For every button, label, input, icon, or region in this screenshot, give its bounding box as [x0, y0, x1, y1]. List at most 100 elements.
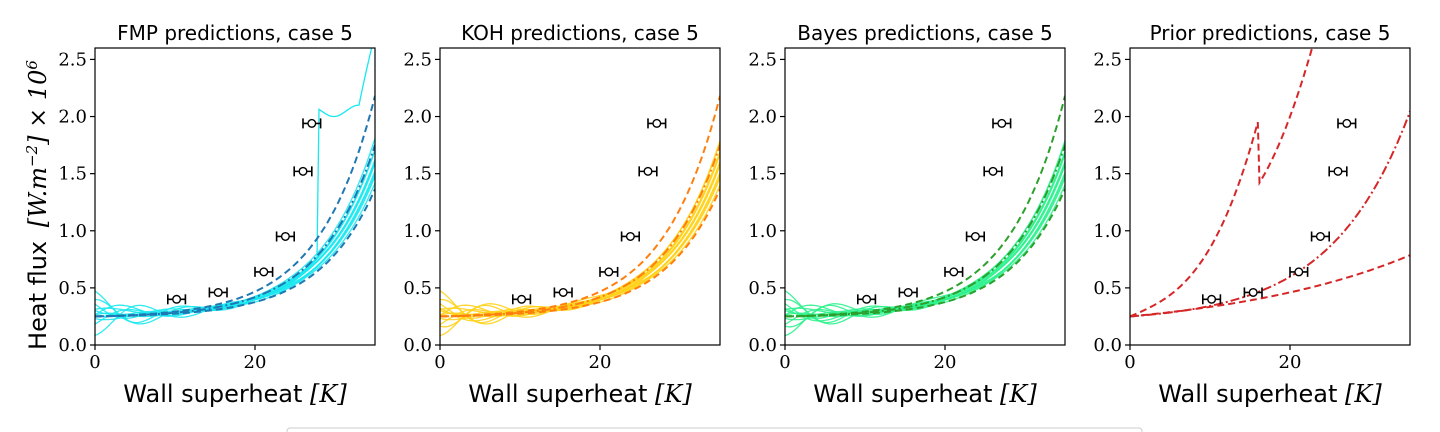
observation-point — [1337, 118, 1357, 129]
observation-point — [511, 294, 532, 305]
y-tick-label: 0.5 — [748, 278, 777, 299]
lower-bound-line — [440, 188, 720, 318]
observation-marker — [862, 294, 872, 304]
y-tick-label: 2.0 — [1093, 107, 1122, 128]
observation-point — [983, 166, 1003, 177]
y-tick-label: 1.0 — [748, 221, 777, 242]
y-tick-label: 2.0 — [748, 107, 777, 128]
observation-point — [293, 166, 313, 177]
lower-bound-line — [95, 188, 375, 318]
observation-point — [992, 118, 1012, 129]
plot-area — [440, 95, 720, 337]
sample-curve — [785, 163, 1065, 337]
observation-marker — [949, 267, 959, 277]
x-tick-label: 20 — [934, 352, 957, 373]
observation-marker — [604, 267, 614, 277]
y-tick-label: 0.5 — [1093, 278, 1122, 299]
observation-marker — [558, 287, 568, 297]
y-tick-label: 1.5 — [1093, 164, 1122, 185]
y-tick-label: 1.0 — [1093, 221, 1122, 242]
prior-upper-line — [1130, 48, 1314, 318]
observation-marker — [625, 231, 635, 241]
y-tick-label: 0.5 — [403, 278, 432, 299]
sample-curve — [95, 163, 375, 325]
observation-point — [620, 231, 641, 242]
x-tick-label: 0 — [89, 352, 100, 373]
prior-mean-line — [1130, 111, 1410, 318]
sample-curve — [785, 174, 1065, 319]
sample-curve — [785, 177, 1065, 316]
observation-point — [1202, 294, 1222, 305]
observation-point — [599, 266, 619, 277]
sample-curve — [440, 154, 720, 322]
y-tick-label: 1.5 — [58, 164, 87, 185]
observation-point — [856, 294, 877, 305]
observation-point — [898, 287, 918, 298]
panel-title: FMP predictions, case 5 — [117, 21, 353, 45]
y-tick-label: 0.0 — [58, 335, 87, 356]
sample-curve — [785, 154, 1065, 322]
observation-marker — [643, 166, 653, 176]
observation-point — [647, 118, 667, 129]
observation-point — [167, 294, 187, 305]
observation-marker — [259, 267, 269, 277]
observation-point — [1243, 287, 1263, 298]
mean-line — [785, 144, 1065, 318]
upper-bound-line — [95, 95, 375, 318]
legend-box — [286, 427, 1143, 432]
observation-point — [275, 231, 296, 242]
x-axis-label: Wall superheat [K] — [1158, 380, 1382, 408]
y-tick-label: 1.5 — [748, 164, 777, 185]
observation-marker — [1294, 267, 1304, 277]
sample-curve — [440, 177, 720, 316]
y-tick-label: 2.5 — [58, 49, 87, 70]
observation-marker — [1315, 231, 1325, 241]
lower-bound-line — [785, 188, 1065, 318]
observation-marker — [172, 294, 182, 304]
mean-line — [95, 144, 375, 318]
observation-point — [965, 231, 986, 242]
sample-curve — [95, 150, 375, 325]
observation-marker — [213, 287, 223, 297]
panel-2: KOH predictions, case 5 0.0 0.5 1.0 1.5 2.0 2.… — [403, 21, 721, 408]
x-axis-label: Wall superheat [K] — [813, 380, 1037, 408]
x-axis-label: Wall superheat [K] — [468, 380, 692, 408]
panel-1: FMP predictions, case 5 0.0 0.5 1.0 1.5 2.0 2.… — [58, 21, 376, 408]
panel-3: Bayes predictions, case 5 0.0 0.5 1.0 1.5 2.0… — [748, 21, 1066, 408]
sample-curve — [95, 48, 373, 318]
y-tick-label: 1.5 — [403, 164, 432, 185]
upper-bound-line — [440, 95, 720, 318]
sample-curve — [95, 138, 375, 315]
x-tick-label: 20 — [244, 352, 267, 373]
observation-point — [254, 266, 274, 277]
axes-frame — [1129, 47, 1411, 346]
observation-marker — [1207, 294, 1217, 304]
y-tick-label: 2.0 — [403, 107, 432, 128]
x-axis-label: Wall superheat [K] — [123, 380, 347, 408]
sample-curve — [95, 173, 375, 319]
x-tick-label: 20 — [1279, 352, 1302, 373]
observation-marker — [988, 166, 998, 176]
y-tick-label: 0.0 — [1093, 335, 1122, 356]
observation-marker — [307, 118, 317, 128]
y-tick-label: 2.5 — [403, 49, 432, 70]
sample-curve — [440, 174, 720, 319]
panel-title: Bayes predictions, case 5 — [797, 21, 1052, 45]
sample-curve — [440, 140, 720, 315]
mean-line — [440, 144, 720, 318]
observation-point — [944, 266, 964, 277]
x-tick-label: 20 — [589, 352, 612, 373]
sample-curve — [95, 176, 375, 316]
upper-bound-line — [785, 95, 1065, 318]
observation-marker — [1333, 166, 1343, 176]
plot-area — [785, 95, 1065, 337]
x-tick-label: 0 — [434, 352, 445, 373]
observation-point — [1289, 266, 1309, 277]
y-axis-label: Heat flux [W.m−2] × 106 — [23, 60, 52, 350]
observation-marker — [997, 118, 1007, 128]
axes-frame — [439, 47, 721, 346]
y-tick-label: 2.0 — [58, 107, 87, 128]
observation-point — [1310, 231, 1330, 242]
y-tick-label: 2.5 — [1093, 49, 1122, 70]
